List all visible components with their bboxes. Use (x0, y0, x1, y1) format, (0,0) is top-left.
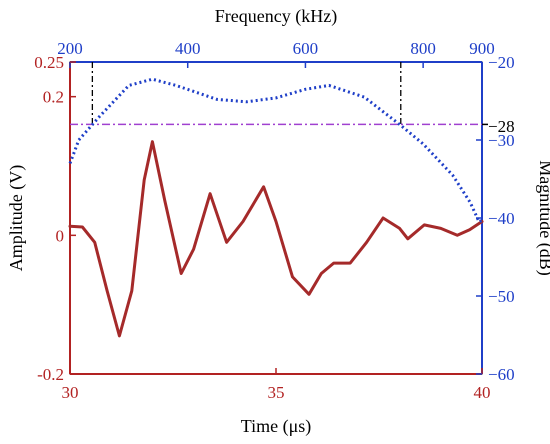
series-layer (68, 77, 484, 338)
x-bottom-tick-label: 35 (268, 383, 285, 402)
y-right-tick-label: −60 (488, 365, 515, 384)
y-right-axis-title: Magnitude (dB) (535, 160, 550, 275)
x-bottom-tick-label: 40 (474, 383, 491, 402)
x-bottom-tick-label: 30 (62, 383, 79, 402)
y-left-tick-label: -0.2 (37, 365, 64, 384)
y-left-tick-label: 0.25 (34, 53, 64, 72)
magnitude-series-line (68, 77, 483, 224)
y-left-axis-title: Amplitude (V) (6, 165, 27, 271)
y-right-tick-label: −50 (488, 287, 515, 306)
x-top-tick-label: 900 (469, 39, 495, 58)
x-top-tick-label: 600 (293, 39, 319, 58)
reference-lines (70, 62, 482, 126)
x-top-axis-title: Frequency (kHz) (215, 6, 337, 27)
x-bottom-axis-title: Time (μs) (241, 416, 312, 437)
y-right-tick-label: −20 (488, 53, 515, 72)
y-left-tick-label: 0 (56, 226, 65, 245)
y-right-tick-label: −40 (488, 209, 515, 228)
threshold-annotation: −28 (488, 117, 515, 136)
x-top-tick-label: 400 (175, 39, 201, 58)
x-top-tick-label: 800 (410, 39, 436, 58)
amplitude-series-line (68, 140, 484, 338)
y-right-tick-label: −30 (488, 131, 515, 150)
y-left-tick-label: 0.2 (43, 88, 64, 107)
x-top-tick-label: 200 (57, 39, 83, 58)
